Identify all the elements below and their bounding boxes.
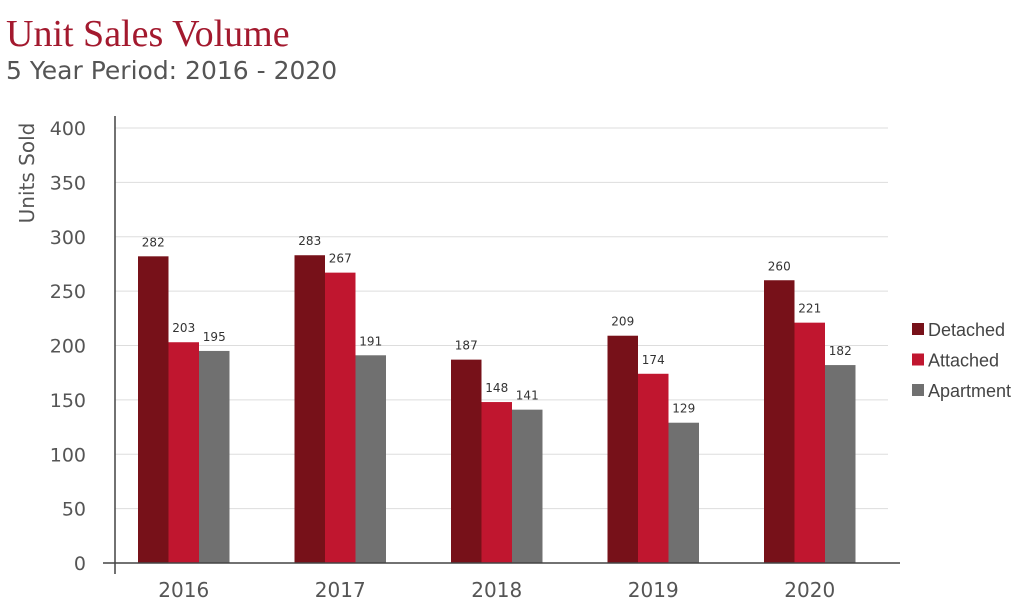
x-tick-label: 2019 [628,578,679,602]
data-label: 209 [611,315,634,329]
bar-detached-2020 [764,280,795,563]
bar-attached-2016 [168,342,199,563]
chart-subtitle: 5 Year Period: 2016 - 2020 [6,56,338,85]
bars [138,255,856,564]
x-tick-label: 2020 [784,578,835,602]
bar-attached-2018 [481,402,512,563]
y-tick-label: 300 [50,227,86,249]
legend-swatch-attached [912,353,924,366]
y-tick-label: 350 [50,172,86,194]
x-axis-ticks: 2016 2017 2018 2019 2020 [158,578,835,602]
y-axis-label: Units Sold [15,123,39,224]
bar-apartment-2017 [355,355,386,563]
legend-swatch-detached [912,323,924,335]
gridlines [115,127,888,510]
data-label: 174 [642,353,665,367]
bar-detached-2018 [451,359,482,563]
y-axis-ticks: 0 50 100 150 200 250 300 350 400 [50,118,86,575]
bar-attached-2020 [794,322,825,563]
legend: Detached Attached Apartment [912,320,1011,401]
bar-apartment-2019 [668,422,699,563]
y-tick-label: 0 [74,553,86,575]
data-label: 187 [455,339,478,353]
bar-apartment-2016 [199,350,230,563]
y-tick-label: 50 [62,499,86,521]
legend-label-detached: Detached [928,320,1005,340]
data-label: 267 [329,252,352,266]
data-label: 129 [672,402,695,416]
bar-attached-2019 [638,373,669,563]
y-tick-label: 150 [50,390,86,412]
data-labels: 282 203 195 283 267 191 187 148 141 209 174 129 260 2… [142,234,852,415]
data-label: 191 [359,334,382,348]
data-label: 195 [203,330,226,344]
bar-apartment-2018 [512,409,543,563]
y-tick-label: 400 [50,118,86,140]
bar-detached-2016 [138,256,169,563]
y-tick-label: 100 [50,444,86,466]
data-label: 283 [298,234,321,248]
data-label: 260 [768,259,791,273]
bar-detached-2019 [607,335,638,563]
data-label: 141 [516,389,539,403]
bar-attached-2017 [325,272,356,563]
data-label: 221 [798,302,821,316]
data-label: 148 [485,381,508,395]
x-tick-label: 2018 [471,578,522,602]
y-tick-label: 200 [50,336,86,358]
chart-title: Unit Sales Volume [6,13,290,55]
bar-detached-2017 [294,255,325,564]
bar-apartment-2020 [825,365,856,563]
legend-label-attached: Attached [928,351,999,371]
data-label: 203 [172,321,195,335]
x-tick-label: 2017 [315,578,366,602]
legend-label-apartment: Apartment [928,381,1011,401]
x-tick-label: 2016 [158,578,209,602]
y-tick-label: 250 [50,281,86,303]
data-label: 282 [142,235,165,249]
legend-swatch-apartment [912,384,924,396]
data-label: 182 [829,344,852,358]
